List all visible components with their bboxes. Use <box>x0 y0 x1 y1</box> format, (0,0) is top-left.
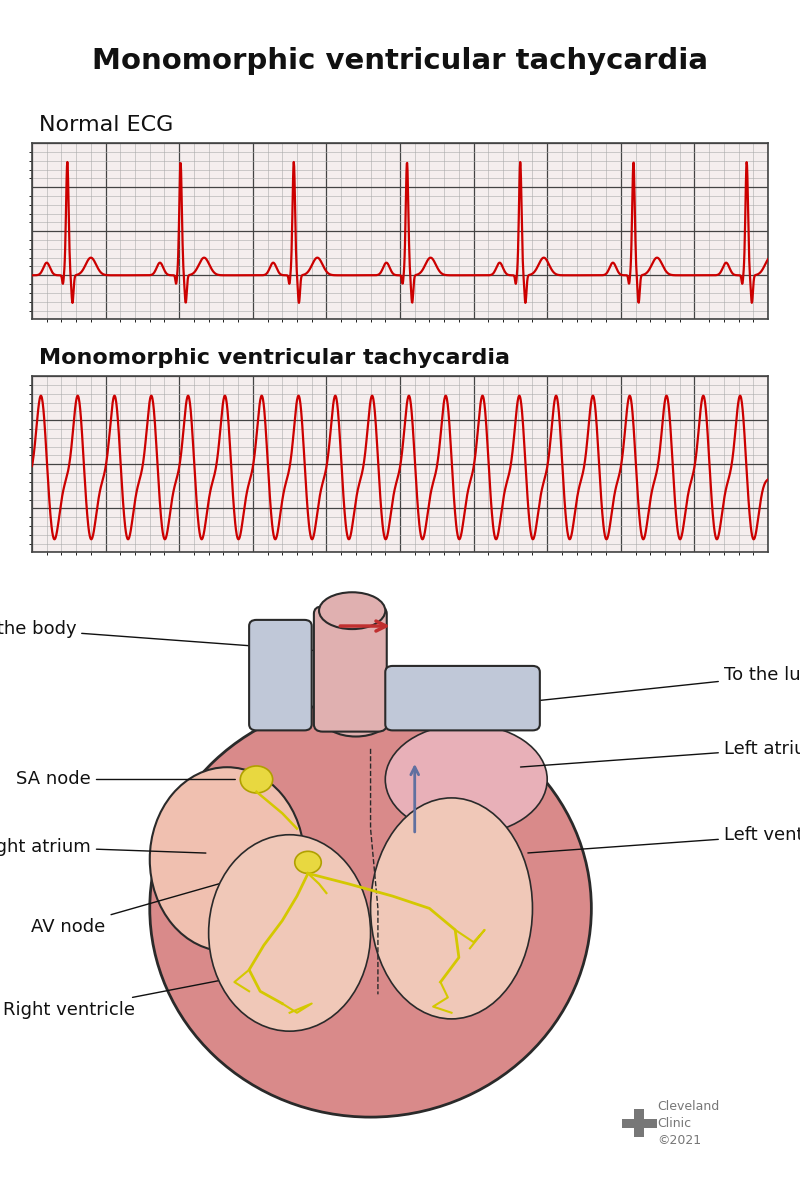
Circle shape <box>240 766 273 793</box>
Text: To the lungs: To the lungs <box>521 666 800 702</box>
FancyBboxPatch shape <box>249 620 312 730</box>
FancyBboxPatch shape <box>634 1108 644 1137</box>
FancyBboxPatch shape <box>314 607 386 732</box>
Ellipse shape <box>150 767 304 952</box>
Text: Monomorphic ventricular tachycardia: Monomorphic ventricular tachycardia <box>92 47 708 74</box>
Text: Left ventricle: Left ventricle <box>528 826 800 853</box>
Text: SA node: SA node <box>16 770 235 788</box>
Text: Normal ECG: Normal ECG <box>39 115 174 135</box>
Text: Right atrium: Right atrium <box>0 838 206 856</box>
FancyBboxPatch shape <box>622 1119 657 1127</box>
Text: Monomorphic ventricular tachycardia: Monomorphic ventricular tachycardia <box>39 348 510 368</box>
Ellipse shape <box>319 593 386 629</box>
Text: To the body: To the body <box>0 620 313 650</box>
Text: Left atrium: Left atrium <box>521 740 800 767</box>
Ellipse shape <box>386 724 547 835</box>
Ellipse shape <box>150 700 591 1117</box>
Text: Cleveland
Clinic
©2021: Cleveland Clinic ©2021 <box>658 1100 720 1146</box>
Text: Right ventricle: Right ventricle <box>3 971 272 1019</box>
FancyBboxPatch shape <box>386 666 540 730</box>
Ellipse shape <box>370 798 533 1019</box>
Text: AV node: AV node <box>31 863 291 935</box>
Ellipse shape <box>209 835 370 1031</box>
Circle shape <box>294 852 322 873</box>
Ellipse shape <box>322 700 389 736</box>
